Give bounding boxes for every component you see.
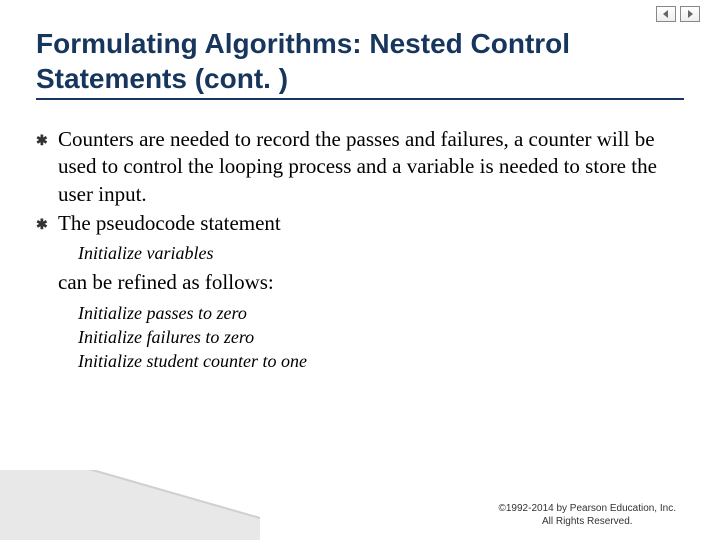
body-text: can be refined as follows: [58, 269, 676, 296]
arrow-right-icon [685, 9, 695, 19]
slide-content: ✱ Counters are needed to record the pass… [36, 126, 676, 378]
bullet-text: The pseudocode statement [58, 210, 676, 237]
pseudocode-line: Initialize failures to zero [78, 325, 676, 349]
pseudocode-line: Initialize variables [78, 241, 676, 265]
corner-decoration [0, 470, 260, 540]
copyright-line: All Rights Reserved. [499, 515, 677, 528]
copyright-text: ©1992-2014 by Pearson Education, Inc. Al… [499, 502, 677, 528]
pseudocode-line: Initialize student counter to one [78, 349, 676, 373]
bullet-marker-icon: ✱ [36, 126, 58, 208]
nav-buttons [656, 6, 700, 22]
next-button[interactable] [680, 6, 700, 22]
bullet-item: ✱ The pseudocode statement [36, 210, 676, 237]
pseudocode-line: Initialize passes to zero [78, 301, 676, 325]
bullet-text: Counters are needed to record the passes… [58, 126, 676, 208]
prev-button[interactable] [656, 6, 676, 22]
slide: Formulating Algorithms: Nested Control S… [0, 0, 720, 540]
bullet-item: ✱ Counters are needed to record the pass… [36, 126, 676, 208]
slide-title: Formulating Algorithms: Nested Control S… [36, 26, 684, 100]
bullet-marker-icon: ✱ [36, 210, 58, 237]
arrow-left-icon [661, 9, 671, 19]
copyright-line: ©1992-2014 by Pearson Education, Inc. [499, 502, 677, 515]
pseudocode-block: Initialize passes to zero Initialize fai… [78, 301, 676, 374]
